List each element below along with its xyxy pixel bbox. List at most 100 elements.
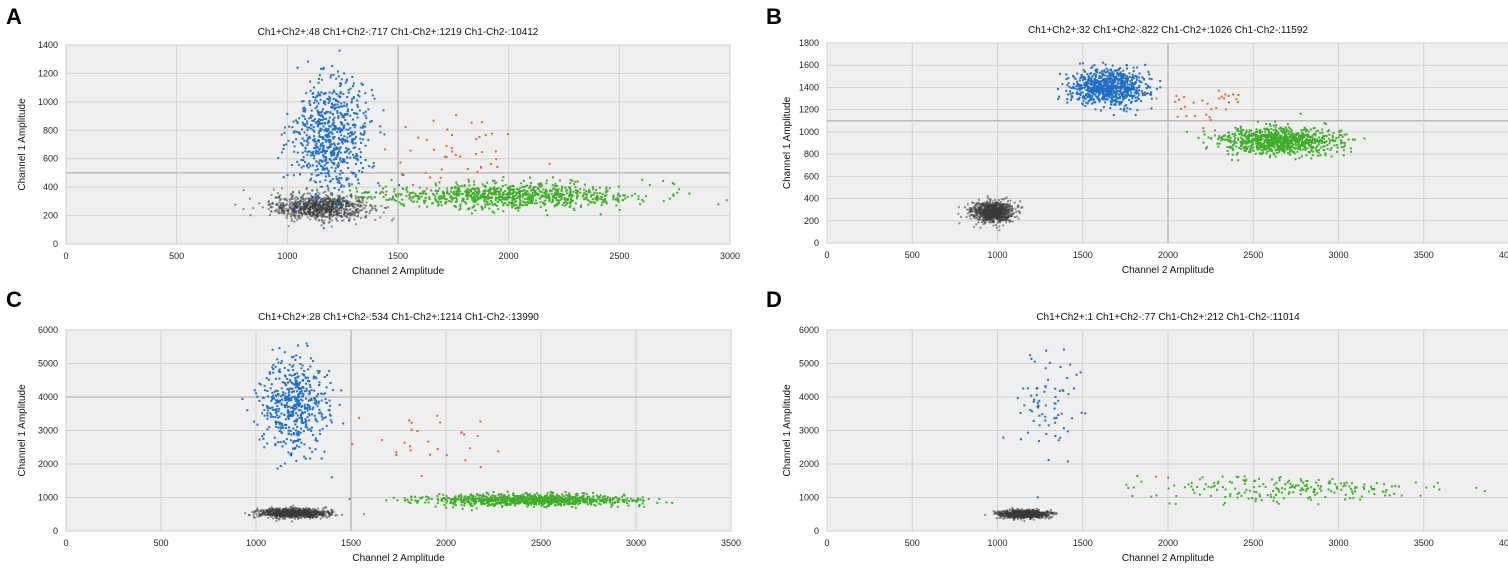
droplet-point [338,137,340,139]
droplet-point [1339,131,1341,133]
droplet-point [348,92,350,94]
droplet-point [563,194,565,196]
droplet-point [377,182,379,184]
droplet-point [355,142,357,144]
droplet-point [344,139,346,141]
droplet-point [488,197,490,199]
droplet-point [1133,70,1135,72]
droplet-point [371,89,373,91]
droplet-point [443,197,445,199]
y-tick-label: 1000 [799,127,819,137]
droplet-point [278,195,280,197]
droplet-point [1343,149,1345,151]
droplet-point [507,192,509,194]
droplet-point [1103,96,1105,98]
droplet-point [298,164,300,166]
y-tick-label: 200 [804,216,819,226]
droplet-point [325,156,327,158]
droplet-point [529,185,531,187]
droplet-point [1115,69,1117,71]
droplet-point [449,197,451,199]
droplet-point [1087,93,1089,95]
droplet-point [341,78,343,80]
droplet-point [471,212,473,214]
droplet-point [1107,98,1109,100]
droplet-point [1087,88,1089,90]
droplet-point [455,190,457,192]
droplet-point [456,198,458,200]
droplet-point [492,180,494,182]
droplet-point [1344,142,1346,144]
droplet-point [284,126,286,128]
droplet-point [998,229,1000,231]
droplet-point [316,201,318,203]
droplet-point [355,197,357,199]
droplet-point [340,105,342,107]
droplet-point [323,118,325,120]
droplet-point [1257,121,1259,123]
droplet-point [1125,78,1127,80]
droplet-point [347,167,349,169]
droplet-point [338,207,340,209]
droplet-point [1274,121,1276,123]
droplet-point [564,197,566,199]
droplet-point [338,75,340,77]
droplet-point [1346,133,1348,135]
droplet-point [1111,101,1113,103]
droplet-point [325,194,327,196]
droplet-point [507,195,509,197]
droplet-point [357,212,359,214]
droplet-point [1005,206,1007,208]
droplet-point [967,203,969,205]
droplet-point [323,227,325,229]
droplet-point [1105,90,1107,92]
droplet-point [1255,153,1257,155]
droplet-point [486,182,488,184]
droplet-point [438,195,440,197]
droplet-point [987,197,989,199]
droplet-point [302,122,304,124]
droplet-point [243,189,245,191]
droplet-point [402,203,404,205]
droplet-point [1298,157,1300,159]
droplet-point [1009,203,1011,205]
droplet-point [288,225,290,227]
droplet-point [542,195,544,197]
droplet-point [330,76,332,78]
droplet-point [1130,92,1132,94]
droplet-point [595,189,597,191]
droplet-point [412,192,414,194]
droplet-point [347,108,349,110]
droplet-point [478,136,480,138]
droplet-point [428,196,430,198]
droplet-point [446,129,448,131]
droplet-point [446,192,448,194]
droplet-point [295,212,297,214]
droplet-point [589,191,591,193]
droplet-point [1203,130,1205,132]
droplet-point [507,133,509,135]
droplet-point [304,118,306,120]
droplet-point [278,204,280,206]
droplet-point [1089,73,1091,75]
droplet-point [316,165,318,167]
droplet-point [978,216,980,218]
droplet-point [324,172,326,174]
droplet-point [1073,76,1075,78]
droplet-point [1096,71,1098,73]
droplet-point [1011,207,1013,209]
droplet-point [1363,138,1365,140]
droplet-point [348,89,350,91]
chart-title-a: Ch1+Ch2+:48 Ch1+Ch2-:717 Ch1-Ch2+:1219 C… [258,27,539,38]
droplet-point [502,176,504,178]
droplet-point [618,186,620,188]
droplet-point [446,190,448,192]
droplet-point [364,122,366,124]
droplet-point [527,190,529,192]
droplet-point [637,198,639,200]
droplet-point [506,198,508,200]
droplet-point [1084,78,1086,80]
droplet-point [493,187,495,189]
droplet-point [455,154,457,156]
droplet-point [491,133,493,135]
